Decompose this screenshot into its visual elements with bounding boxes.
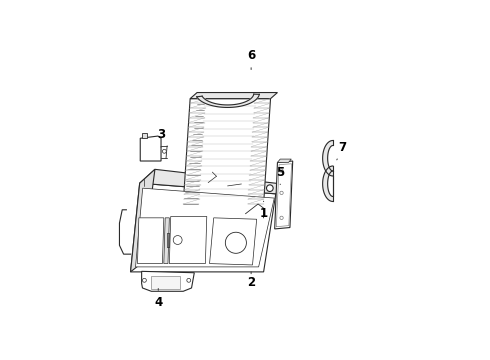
Circle shape [225,232,246,253]
Polygon shape [322,140,333,176]
Circle shape [173,235,182,244]
Polygon shape [140,169,283,194]
Circle shape [162,149,166,153]
Polygon shape [190,93,277,99]
Polygon shape [130,183,276,272]
Polygon shape [142,271,195,291]
Polygon shape [210,218,257,265]
Text: 3: 3 [157,128,165,147]
Circle shape [267,185,273,192]
Text: 1: 1 [260,201,268,220]
Polygon shape [322,166,333,202]
Polygon shape [275,161,293,229]
Text: 5: 5 [276,166,284,185]
Polygon shape [170,216,207,264]
Polygon shape [138,218,164,264]
Text: 2: 2 [247,272,255,289]
Polygon shape [164,218,170,264]
Circle shape [280,169,283,172]
Polygon shape [136,188,274,267]
Circle shape [280,191,283,194]
Text: 7: 7 [337,141,346,160]
Polygon shape [142,133,147,138]
Text: 6: 6 [247,49,255,69]
Polygon shape [140,136,161,161]
Polygon shape [183,99,270,204]
Polygon shape [277,159,292,162]
Polygon shape [197,94,259,107]
Circle shape [280,216,283,220]
Circle shape [187,278,191,282]
Bar [151,276,180,289]
Polygon shape [130,169,155,272]
Circle shape [143,278,147,282]
Text: 4: 4 [154,288,162,309]
